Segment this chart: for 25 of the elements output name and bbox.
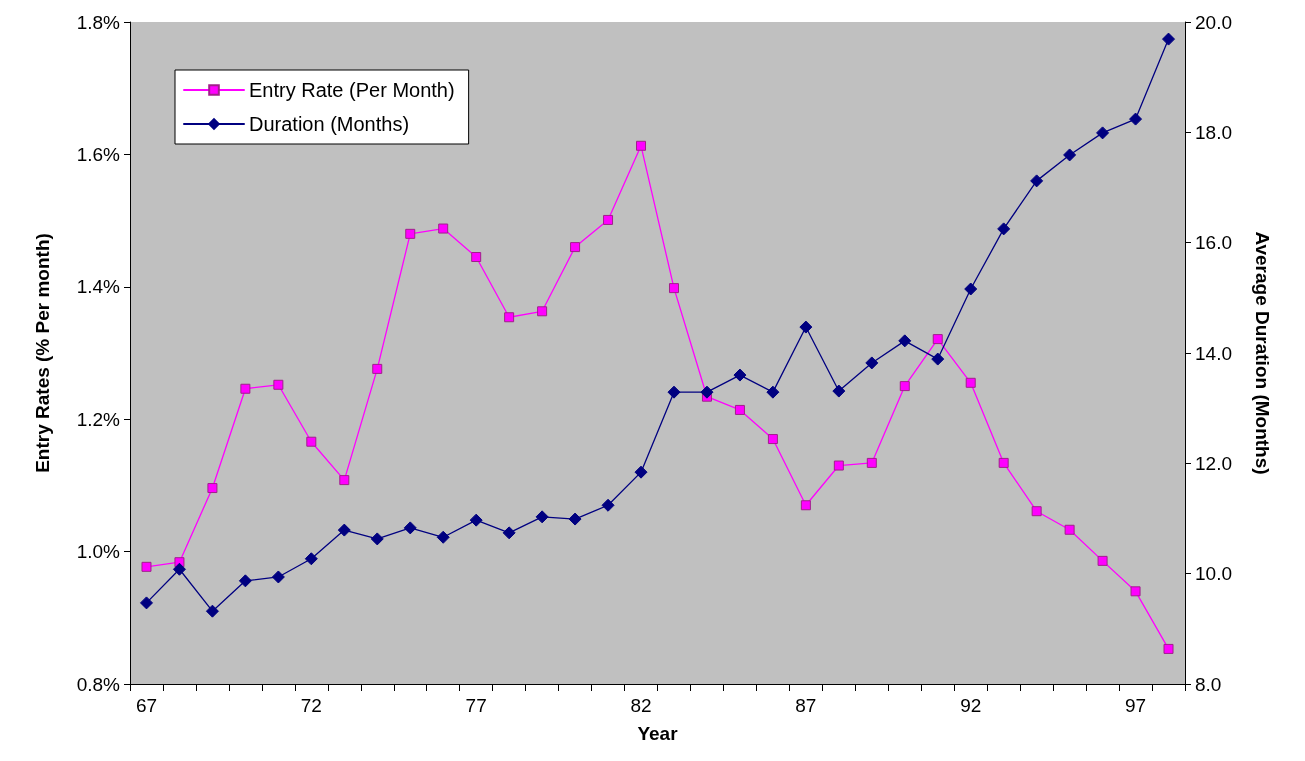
legend-label: Duration (Months) xyxy=(249,113,410,135)
y2-tick-label: 12.0 xyxy=(1195,452,1232,474)
x-tick-label: 87 xyxy=(795,695,817,716)
y-tick-label: 1.4% xyxy=(76,276,121,298)
x-tick-label: 77 xyxy=(465,695,487,716)
x-tick-label: 72 xyxy=(300,695,322,716)
x-axis-title: Year xyxy=(637,723,679,744)
y2-tick-label: 16.0 xyxy=(1195,232,1232,254)
y-tick-label: 1.2% xyxy=(76,408,121,430)
y2-tick-label: 20.0 xyxy=(1195,11,1232,33)
y2-tick-label: 18.0 xyxy=(1195,121,1232,143)
y2-tick-label: 14.0 xyxy=(1195,342,1232,364)
y-tick-label: 1.8% xyxy=(76,11,121,33)
y2-axis-title: Average Duration (Months) xyxy=(1252,231,1273,475)
y-axis-title: Entry Rates (% Per month) xyxy=(32,233,53,473)
x-tick-label: 67 xyxy=(135,695,158,716)
legend-label: Entry Rate (Per Month) xyxy=(249,79,455,101)
y2-tick-label: 10.0 xyxy=(1195,563,1232,585)
x-tick-label: 82 xyxy=(630,695,652,716)
x-tick-label: 92 xyxy=(960,695,982,716)
x-tick-label: 97 xyxy=(1124,695,1147,716)
y-tick-label: 1.0% xyxy=(76,541,121,563)
y-tick-label: 1.6% xyxy=(76,143,121,165)
y-tick-label: 0.8% xyxy=(76,673,121,695)
y2-tick-label: 8.0 xyxy=(1195,673,1222,695)
